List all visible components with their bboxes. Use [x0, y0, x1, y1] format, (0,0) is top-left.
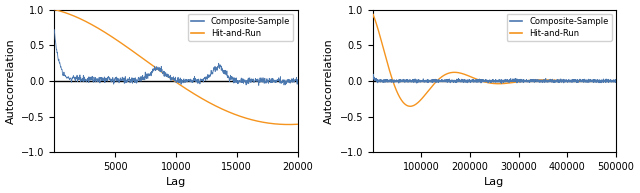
- Legend: Composite-Sample, Hit-and-Run: Composite-Sample, Hit-and-Run: [507, 14, 612, 41]
- Y-axis label: Autocorrelation: Autocorrelation: [6, 38, 15, 124]
- Y-axis label: Autocorrelation: Autocorrelation: [324, 38, 334, 124]
- X-axis label: Lag: Lag: [166, 177, 186, 187]
- X-axis label: Lag: Lag: [484, 177, 504, 187]
- Legend: Composite-Sample, Hit-and-Run: Composite-Sample, Hit-and-Run: [188, 14, 293, 41]
